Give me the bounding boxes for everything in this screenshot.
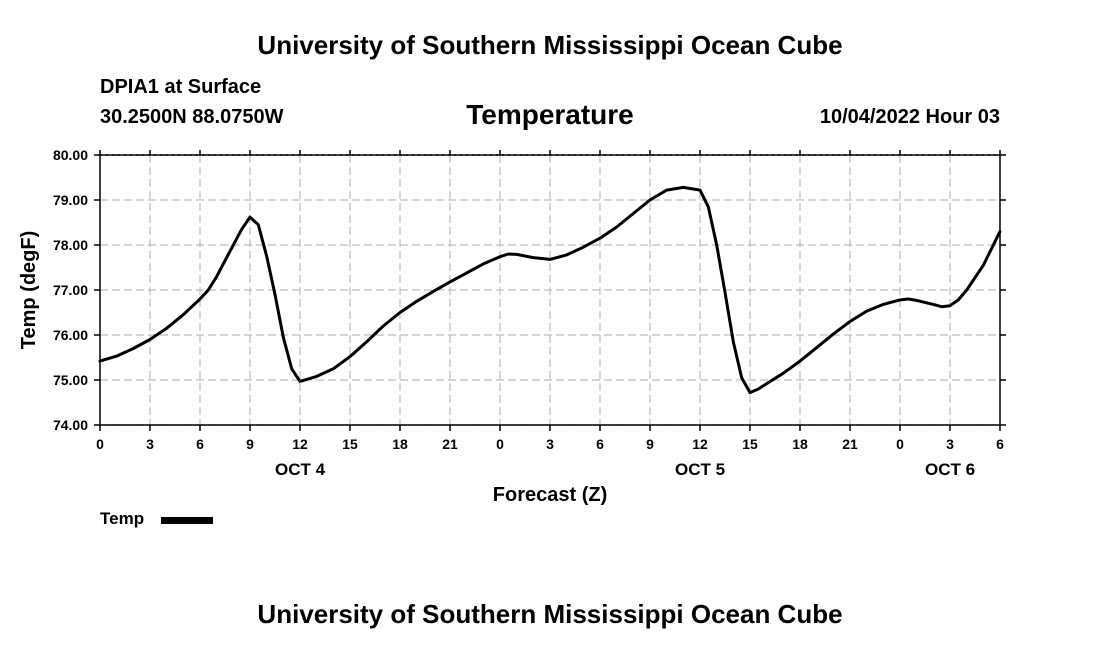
y-tick-labels: 74.00 75.00 76.00 77.00 78.00 79.00 80.00 xyxy=(53,147,88,433)
x-tick-label: 18 xyxy=(792,436,808,452)
x-tick-label: 18 xyxy=(392,436,408,452)
date-label: OCT 5 xyxy=(675,460,725,479)
y-tick-label: 77.00 xyxy=(53,282,88,298)
date-label: OCT 6 xyxy=(925,460,975,479)
x-tick-label: 3 xyxy=(946,436,954,452)
x-tick-label: 12 xyxy=(292,436,308,452)
y-tick-label: 75.00 xyxy=(53,372,88,388)
datetime-label: 10/04/2022 Hour 03 xyxy=(819,106,1000,128)
x-tick-labels: 0 3 6 9 12 15 18 21 0 3 6 9 12 15 18 21 0 3 6 xyxy=(96,436,1004,452)
x-tick-label: 21 xyxy=(442,436,458,452)
y-tick-label: 74.00 xyxy=(53,417,88,433)
x-tick-label: 0 xyxy=(496,436,504,452)
x-tick-label: 15 xyxy=(742,436,758,452)
y-tick-label: 80.00 xyxy=(53,147,88,163)
footer-title: University of Southern Mississippi Ocean… xyxy=(257,599,843,629)
y-tick-label: 78.00 xyxy=(53,237,88,253)
grid-lines xyxy=(100,154,1000,426)
x-tick-label: 6 xyxy=(196,436,204,452)
station-label: DPIA1 at Surface xyxy=(100,76,262,98)
chart-title: Temperature xyxy=(466,99,634,130)
legend-label-temp: Temp xyxy=(100,509,145,528)
date-labels: OCT 4 OCT 5 OCT 6 xyxy=(275,460,975,479)
series-line-temp xyxy=(98,185,1002,395)
tick-marks xyxy=(94,150,1006,431)
x-tick-label: 0 xyxy=(96,436,104,452)
y-tick-label: 76.00 xyxy=(53,327,88,343)
x-axis-label: Forecast (Z) xyxy=(493,484,607,506)
legend-swatch-temp xyxy=(161,517,213,524)
x-tick-label: 21 xyxy=(842,436,858,452)
page-title: University of Southern Mississippi Ocean… xyxy=(257,30,843,60)
x-tick-label: 9 xyxy=(246,436,254,452)
coordinates-label: 30.2500N 88.0750W xyxy=(100,106,284,128)
x-tick-label: 12 xyxy=(692,436,708,452)
date-label: OCT 4 xyxy=(275,460,326,479)
x-tick-label: 6 xyxy=(596,436,604,452)
x-tick-label: 0 xyxy=(896,436,904,452)
x-tick-label: 15 xyxy=(342,436,358,452)
y-tick-label: 79.00 xyxy=(53,192,88,208)
x-tick-label: 6 xyxy=(996,436,1004,452)
y-axis-label: Temp (degF) xyxy=(18,231,40,350)
x-tick-label: 3 xyxy=(546,436,554,452)
x-tick-label: 3 xyxy=(146,436,154,452)
x-tick-label: 9 xyxy=(646,436,654,452)
